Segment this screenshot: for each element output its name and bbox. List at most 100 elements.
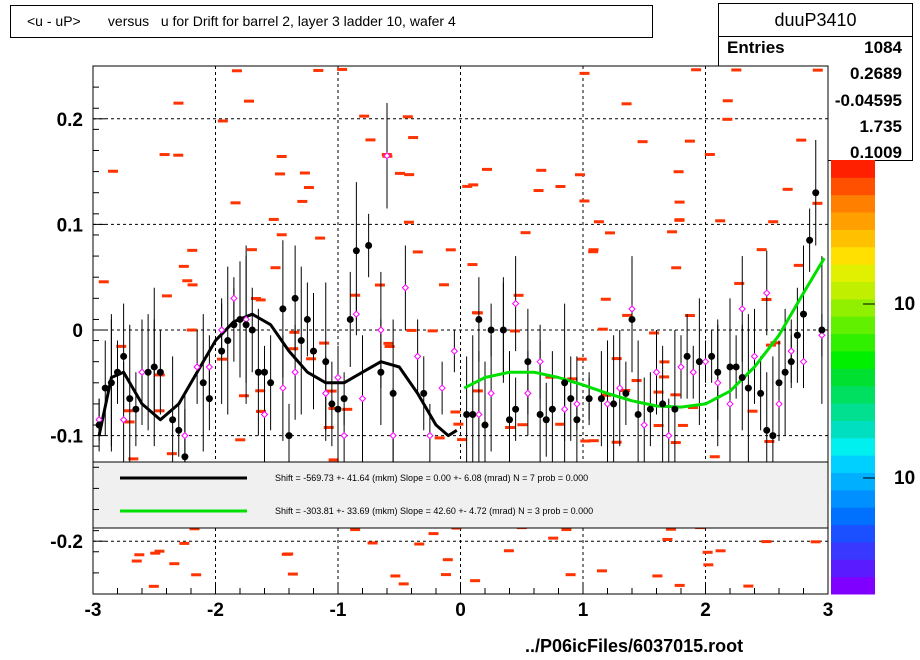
profile-point-filled [628,315,636,323]
profile-point-filled [352,247,360,255]
hist-bin [390,574,401,578]
profile-point-filled [695,358,703,366]
hist-bin [398,582,409,586]
hist-bin [441,573,452,577]
hist-bin [580,439,591,443]
hist-bin [677,423,688,427]
hist-bin [276,233,287,237]
hist-bin [674,218,685,222]
profile-point-filled [475,315,483,323]
hist-bin [743,584,754,588]
hist-bin [503,549,514,553]
hist-bin [782,187,793,191]
hist-bin [315,236,326,240]
colorbar-segment [831,177,875,196]
hist-bin [659,360,670,364]
hist-bin [434,436,445,440]
hist-bin [457,438,468,442]
colorbar-segment [831,455,875,473]
profile-point-filled [506,416,513,424]
hist-bin [588,250,599,254]
stat-label: RMS x [727,117,779,136]
profile-point-filled [175,426,183,434]
profile-point-filled [230,321,238,329]
hist-bin [548,536,559,540]
hist-bin [667,230,678,234]
profile-point-filled [542,416,550,424]
y-tick-label: -0.2 [50,532,83,553]
profile-point-open [352,310,361,318]
profile-point-open [383,152,391,160]
profile-point-filled [738,374,746,382]
hist-bin [313,68,324,72]
profile-point-open [689,368,697,376]
hist-bin [251,297,262,301]
profile-point-open [217,326,226,334]
hist-bin [670,393,681,397]
legend-text-black: Shift = -569.73 +- 41.64 (mkm) Slope = 0… [275,473,588,483]
hist-bin [510,329,521,333]
hist-bin [513,293,524,297]
hist-bin [620,389,631,393]
hist-bin [637,140,648,144]
stat-value: 0.1009 [850,143,902,162]
x-tick-label: -2 [207,600,224,621]
hist-bin [381,152,392,156]
hist-bin [131,559,142,563]
profile-point-filled [708,352,716,360]
profile-point-filled [279,305,287,313]
stat-label: RMS y [727,139,779,158]
hist-bin [288,347,299,351]
profile-point-open [726,400,734,408]
hist-bin [306,357,317,361]
hist-bin [747,409,758,413]
profile-point-filled [610,400,618,408]
profile-point-filled [818,326,826,334]
profile-point-open [818,331,826,339]
y-tick-label: 0.2 [57,110,83,131]
profile-point-open [193,363,201,371]
hist-bin [691,68,702,72]
hist-bin [173,101,184,105]
profile-point-filled [132,405,140,413]
hist-bin [567,377,578,381]
profile-point-open [536,357,544,366]
profile-point-open [138,368,146,376]
profile-point-filled [242,321,250,329]
hist-bin [451,526,462,530]
hist-bin [166,452,177,456]
profile-point-filled [120,352,128,360]
profile-point-filled [297,337,305,345]
hist-bin [178,264,189,268]
profile-point-filled [744,384,752,392]
profile-point-filled [346,315,354,323]
profile-point-filled [101,384,109,392]
colorbar-segment [831,229,875,248]
hist-bin [187,248,198,252]
x-tick-label: 3 [823,600,834,621]
hist-bin [482,167,493,171]
profile-point-open [426,431,434,440]
colorbar-label: 10 [894,468,915,489]
profile-point-filled [714,368,722,376]
hist-bin [297,199,308,203]
hist-bin [596,569,607,573]
profile-point-open [511,299,520,308]
profile-point-open [714,379,722,387]
hist-bin [255,298,266,302]
profile-point-open [799,357,808,366]
hist-bin [761,540,772,544]
hist-bin [154,373,165,377]
y-tick-label: 0 [72,321,83,342]
hist-bin [123,409,134,413]
profile-point-filled [793,331,801,339]
hist-bin [671,266,682,270]
hist-bin [116,344,127,348]
hist-bin [408,136,419,140]
hist-bin [108,169,119,173]
profile-point-filled [806,236,814,244]
profile-point-filled [769,432,777,440]
hist-bin [268,217,279,221]
profile-point-open [701,357,710,366]
profile-point-open [616,384,624,392]
